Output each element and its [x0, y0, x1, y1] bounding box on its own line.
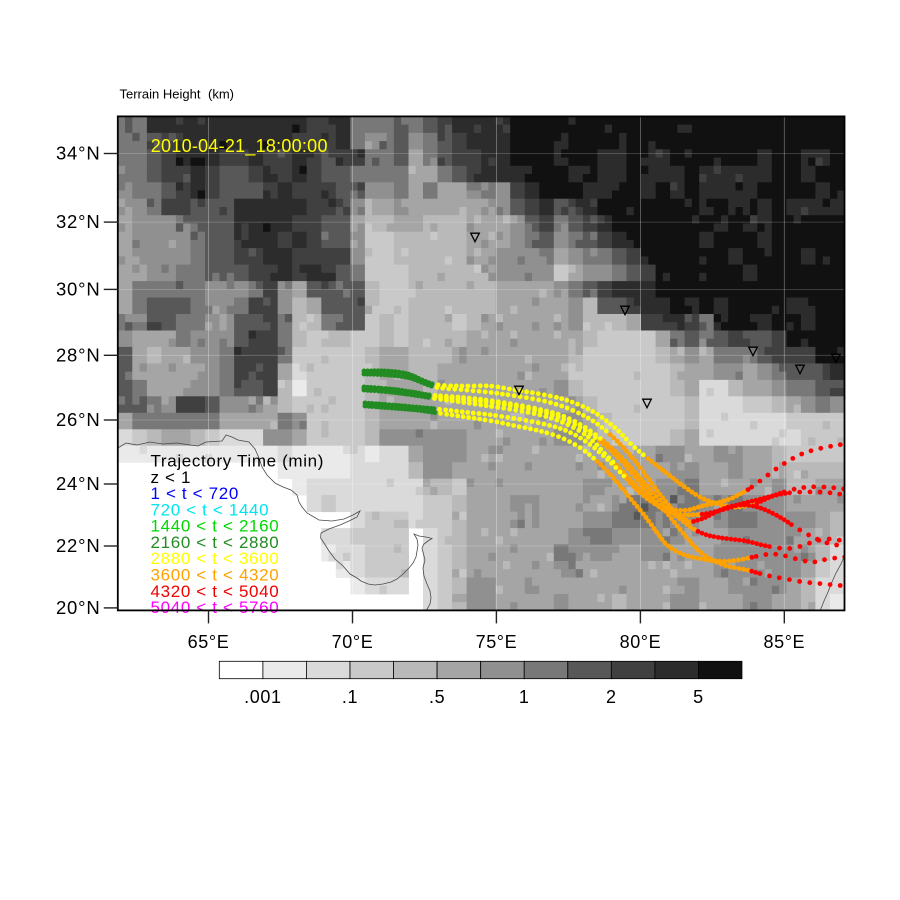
svg-text:28°N: 28°N	[56, 344, 101, 365]
svg-text:3600 < t < 4320: 3600 < t < 4320	[151, 566, 280, 585]
svg-text:26°N: 26°N	[56, 409, 101, 430]
svg-text:.1: .1	[342, 687, 358, 707]
svg-text:.001: .001	[244, 687, 281, 707]
svg-text:z < 1: z < 1	[151, 468, 192, 487]
svg-text:1 < t < 720: 1 < t < 720	[151, 484, 239, 503]
svg-text:2: 2	[606, 687, 617, 707]
svg-text:720 < t < 1440: 720 < t < 1440	[151, 500, 270, 519]
svg-text:75°E: 75°E	[476, 632, 518, 652]
svg-text:1: 1	[519, 687, 530, 707]
svg-text:(km): (km)	[208, 87, 234, 102]
svg-text:Terrain Height: Terrain Height	[120, 87, 201, 102]
svg-text:65°E: 65°E	[188, 632, 230, 652]
svg-text:1440 < t < 2160: 1440 < t < 2160	[151, 517, 280, 536]
svg-text:30°N: 30°N	[56, 278, 101, 299]
svg-text:70°E: 70°E	[332, 632, 374, 652]
svg-text:22°N: 22°N	[56, 535, 101, 556]
svg-text:24°N: 24°N	[56, 473, 101, 494]
svg-text:2160 < t < 2880: 2160 < t < 2880	[151, 533, 280, 552]
svg-text:34°N: 34°N	[56, 143, 101, 164]
svg-text:85°E: 85°E	[763, 632, 805, 652]
svg-text:5: 5	[693, 687, 704, 707]
svg-text:2880 < t < 3600: 2880 < t < 3600	[151, 549, 280, 568]
svg-text:5040 < t < 5760: 5040 < t < 5760	[151, 598, 280, 617]
svg-text:32°N: 32°N	[56, 211, 101, 232]
svg-text:2010-04-21_18:00:00: 2010-04-21_18:00:00	[151, 136, 328, 157]
svg-text:20°N: 20°N	[56, 597, 101, 618]
svg-text:4320 < t < 5040: 4320 < t < 5040	[151, 582, 280, 601]
svg-text:80°E: 80°E	[620, 632, 662, 652]
svg-text:Trajectory Time (min): Trajectory Time (min)	[151, 452, 325, 471]
svg-text:.5: .5	[429, 687, 445, 707]
